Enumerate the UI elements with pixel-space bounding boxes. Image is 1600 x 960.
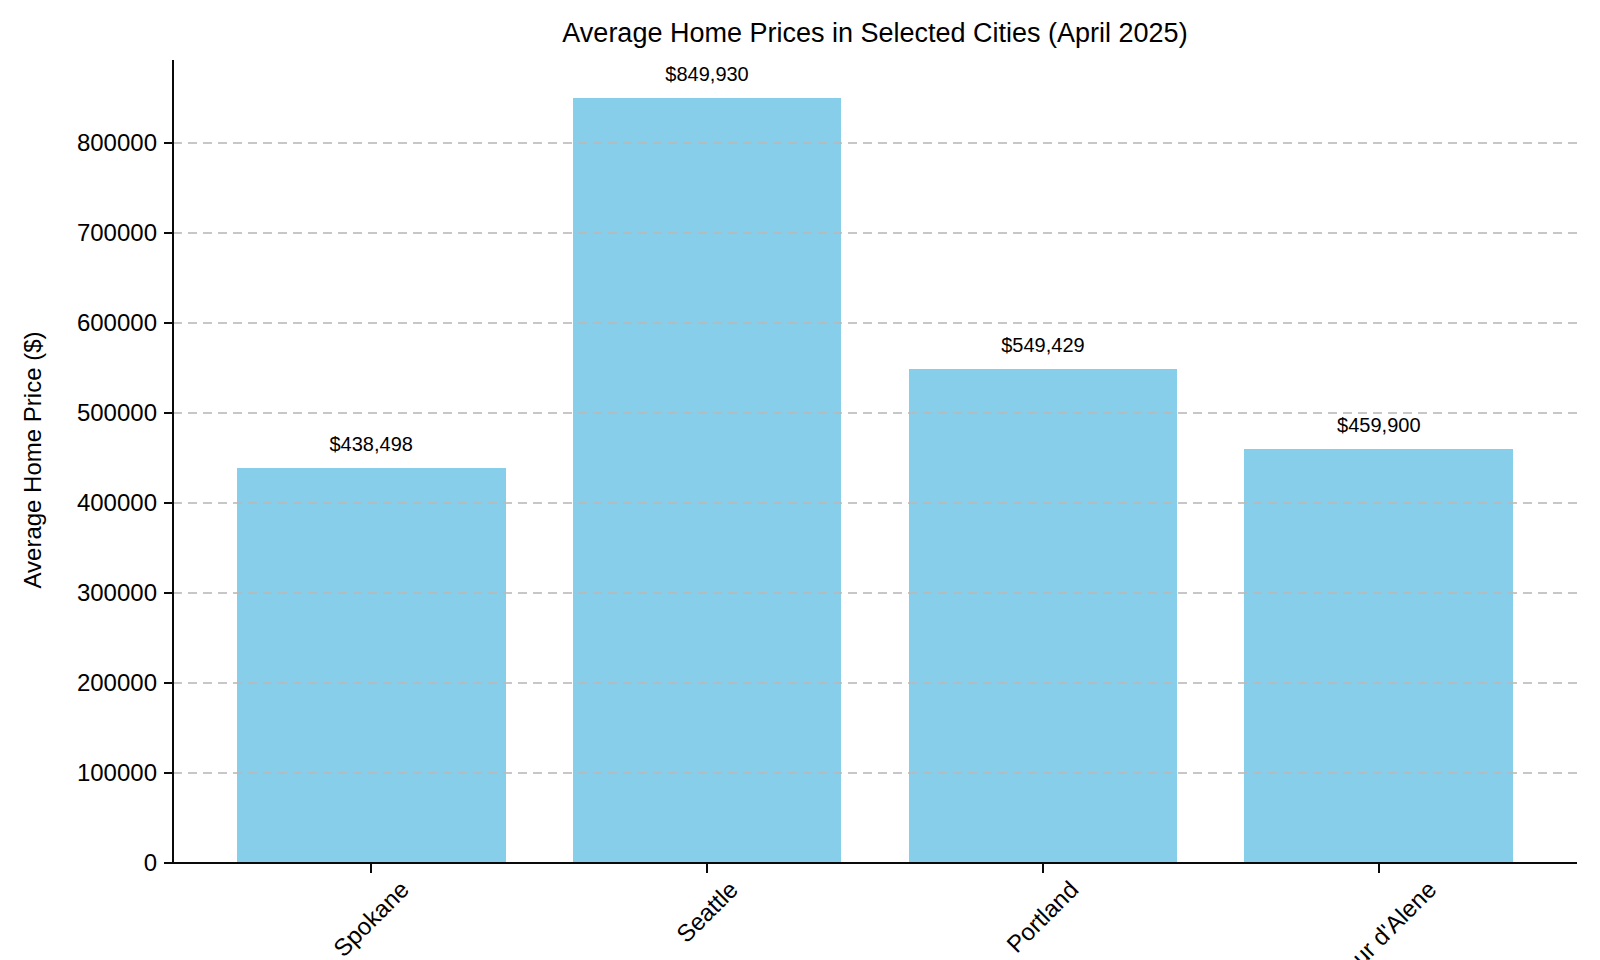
- y-tick-label: 800000: [0, 128, 157, 158]
- x-tick-mark: [706, 864, 708, 873]
- bar-value-label: $549,429: [883, 332, 1203, 359]
- y-tick-label: 400000: [0, 488, 157, 518]
- y-axis-label: Average Home Price ($): [18, 332, 48, 589]
- bar: [237, 468, 506, 863]
- y-tick-label: 600000: [0, 308, 157, 338]
- y-tick-label: 0: [0, 848, 157, 878]
- gridline: [173, 502, 1577, 504]
- y-tick-label: 700000: [0, 218, 157, 248]
- gridline: [173, 772, 1577, 774]
- bar-chart-figure: Average Home Prices in Selected Cities (…: [0, 0, 1600, 960]
- x-tick-label: Portland: [1001, 875, 1085, 959]
- x-axis-spine: [172, 862, 1577, 864]
- y-axis-spine: [172, 60, 174, 864]
- bar-value-label: $459,900: [1219, 412, 1539, 439]
- x-tick-label: Coeur d'Alene: [1315, 875, 1443, 960]
- x-tick-mark: [370, 864, 372, 873]
- y-tick-label: 500000: [0, 398, 157, 428]
- x-tick-label: Spokane: [327, 875, 415, 960]
- gridline: [173, 142, 1577, 144]
- x-tick-mark: [1378, 864, 1380, 873]
- chart-title: Average Home Prices in Selected Cities (…: [173, 16, 1577, 50]
- y-tick-label: 200000: [0, 668, 157, 698]
- bar-value-label: $438,498: [211, 431, 531, 458]
- y-tick-label: 300000: [0, 578, 157, 608]
- gridline: [173, 232, 1577, 234]
- gridline: [173, 592, 1577, 594]
- gridline: [173, 682, 1577, 684]
- bar: [909, 369, 1178, 863]
- bar: [573, 98, 842, 863]
- x-tick-mark: [1042, 864, 1044, 873]
- x-tick-label: Seattle: [670, 875, 744, 949]
- bar: [1244, 449, 1513, 863]
- bar-value-label: $849,930: [547, 61, 867, 88]
- y-tick-label: 100000: [0, 758, 157, 788]
- gridline: [173, 322, 1577, 324]
